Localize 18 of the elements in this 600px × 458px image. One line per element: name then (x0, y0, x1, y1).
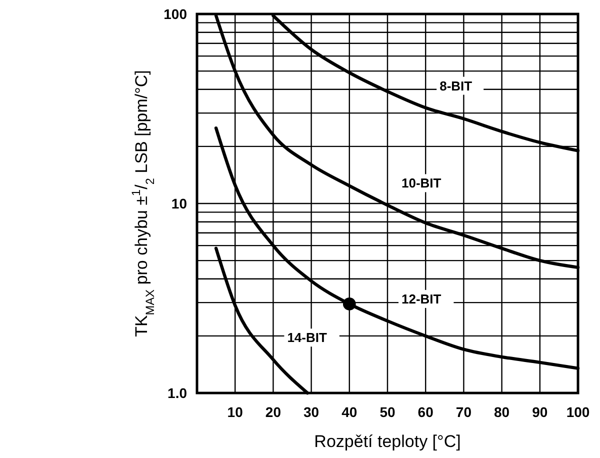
x-tick-label: 40 (342, 404, 358, 420)
x-tick-label: 20 (265, 404, 282, 420)
x-tick-label: 10 (227, 404, 244, 420)
x-tick-label: 100 (566, 404, 590, 420)
y-tick-label: 100 (164, 6, 188, 22)
x-tick-label: 60 (418, 404, 434, 420)
x-tick-label: 30 (304, 404, 320, 420)
series-label: 14-BIT (287, 330, 327, 346)
x-tick-label: 50 (380, 404, 396, 420)
x-tick-label: 90 (532, 404, 548, 420)
series-label: 10-BIT (402, 176, 442, 191)
x-tick-label: 80 (494, 404, 510, 420)
x-axis-title: Rozpětí teploty [°C] (314, 432, 461, 451)
series-label: 12-BIT (402, 291, 442, 306)
series-label: 8-BIT (440, 78, 472, 94)
y-tick-label: 10 (171, 196, 188, 212)
x-tick-label: 70 (456, 404, 472, 420)
y-tick-label: 1.0 (168, 385, 188, 401)
